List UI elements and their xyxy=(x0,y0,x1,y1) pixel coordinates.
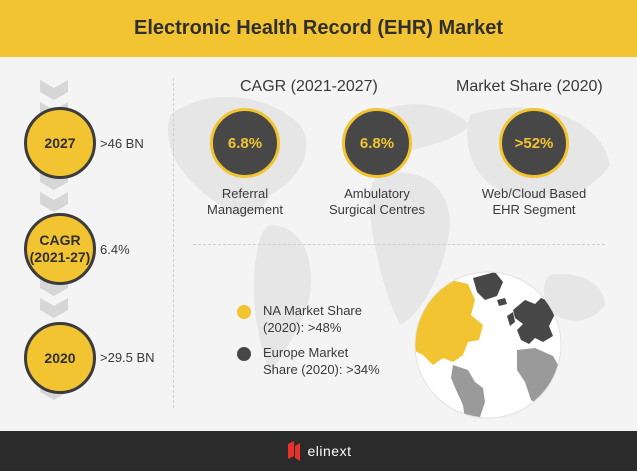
timeline-value-2027: >46 BN xyxy=(100,136,144,151)
legend-text-na: NA Market Share (2020): >48% xyxy=(263,303,362,335)
share-section-title: Market Share (2020) xyxy=(456,78,603,95)
timeline-circle-2020: 2020 xyxy=(24,322,96,394)
metric-label-ambulatory: Ambulatory Surgical Centres xyxy=(328,186,426,217)
horizontal-divider xyxy=(193,244,605,245)
metric-circle-web-cloud: >52% xyxy=(499,108,569,178)
legend-dot-na xyxy=(237,305,251,319)
metric-circle-ambulatory: 6.8% xyxy=(342,108,412,178)
footer-bar: elinext xyxy=(0,431,637,471)
globe-icon xyxy=(414,271,562,419)
legend-text-europe: Europe Market Share (2020): >34% xyxy=(263,345,380,377)
brand[interactable]: elinext xyxy=(286,440,352,462)
timeline-label: 2027 xyxy=(44,134,76,151)
metric-circle-referral: 6.8% xyxy=(210,108,280,178)
timeline-label: CAGR (2021-27) xyxy=(29,232,91,265)
page-title: Electronic Health Record (EHR) Market xyxy=(134,17,503,39)
metric-label-referral: Referral Management xyxy=(207,186,283,217)
timeline-circle-cagr: CAGR (2021-27) xyxy=(24,213,96,285)
elinext-logo-icon xyxy=(287,441,300,461)
metric-value: >52% xyxy=(514,134,554,152)
header-bar: Electronic Health Record (EHR) Market xyxy=(0,0,637,57)
vertical-divider xyxy=(173,78,174,408)
timeline-label: 2020 xyxy=(44,349,76,366)
brand-name: elinext xyxy=(307,443,352,459)
metric-value: 6.8% xyxy=(227,134,263,152)
timeline-value-cagr: 6.4% xyxy=(100,242,130,257)
metric-label-web-cloud: Web/Cloud Based EHR Segment xyxy=(481,186,587,217)
metric-value: 6.8% xyxy=(359,134,395,152)
legend-dot-europe xyxy=(237,347,251,361)
timeline-circle-2027: 2027 xyxy=(24,107,96,179)
timeline-value-2020: >29.5 BN xyxy=(100,350,155,365)
cagr-section-title: CAGR (2021-2027) xyxy=(240,78,378,95)
